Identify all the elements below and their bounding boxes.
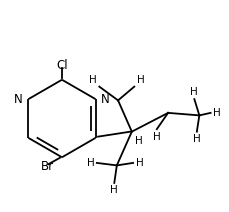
Text: H: H [191, 87, 198, 97]
Text: H: H [193, 134, 201, 144]
Text: H: H [87, 158, 94, 168]
Text: H: H [136, 158, 143, 168]
Text: H: H [89, 75, 97, 85]
Text: N: N [101, 93, 110, 106]
Text: H: H [213, 108, 221, 118]
Text: N: N [14, 93, 23, 106]
Text: Br: Br [41, 160, 54, 173]
Text: H: H [110, 186, 118, 195]
Text: H: H [137, 75, 144, 85]
Text: H: H [153, 132, 161, 142]
Text: H: H [135, 136, 143, 146]
Text: Cl: Cl [56, 59, 68, 72]
